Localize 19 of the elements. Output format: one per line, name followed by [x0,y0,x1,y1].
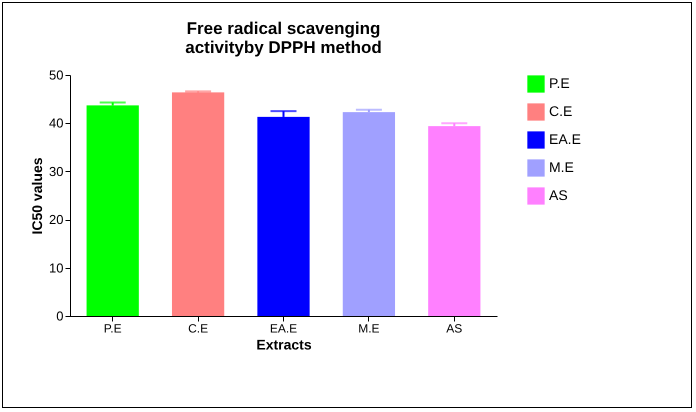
x-tick-label: C.E [188,322,208,336]
y-axis-title: IC50 values [29,157,46,235]
y-tick-label: 20 [49,212,64,228]
x-tick-label: AS [446,322,462,336]
x-tick-label: P.E [104,322,122,336]
chart-title: Free radical scavenging activityby DPPH method [185,19,382,57]
x-tick-label: EA.E [270,322,298,336]
x-tick-label: M.E [358,322,380,336]
legend-label: EA.E [549,131,581,147]
legend-label: C.E [549,103,572,119]
y-tick-label: 40 [49,116,64,131]
legend-label: P.E [549,75,570,91]
y-tick-label: 30 [49,164,64,179]
y-tick-label: 50 [49,68,64,82]
legend-label: AS [549,187,568,203]
y-tick-label: 0 [56,308,64,324]
x-axis-title: Extracts [256,336,312,352]
legend-label: M.E [549,159,574,175]
y-tick-label: 10 [49,260,64,276]
